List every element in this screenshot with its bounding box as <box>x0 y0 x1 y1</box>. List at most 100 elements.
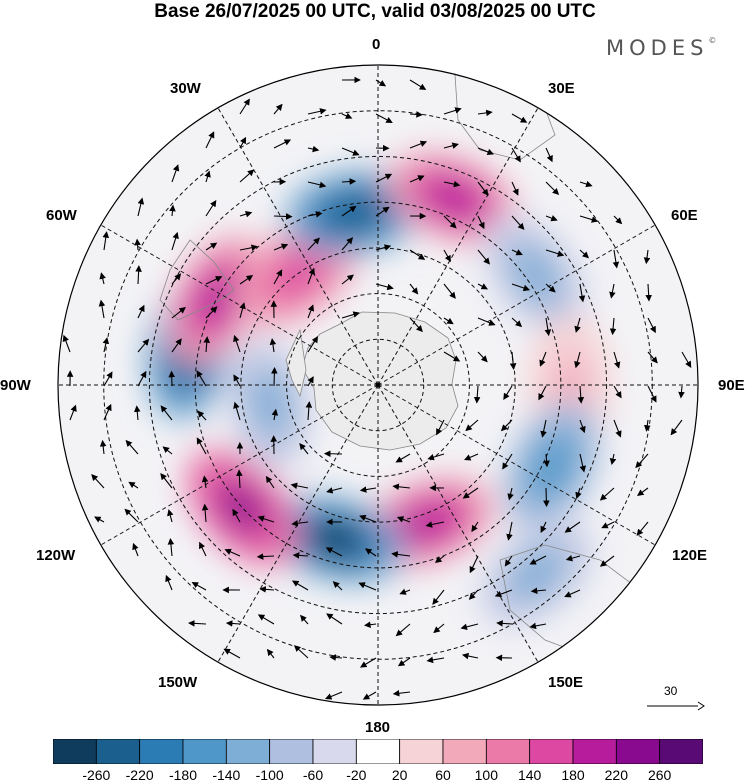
wind-arrow <box>359 657 377 668</box>
wind-arrow <box>409 175 425 183</box>
wind-arrow <box>397 657 411 667</box>
wind-arrow <box>647 385 657 403</box>
wind-arrow <box>205 242 218 251</box>
wind-arrow <box>544 317 552 337</box>
wind-arrow <box>613 215 623 225</box>
wind-scale-arrow <box>647 701 705 711</box>
wind-arrow <box>236 469 243 489</box>
wind-arrow <box>409 317 423 333</box>
wind-arrow <box>137 338 150 353</box>
wind-arrow <box>307 304 314 319</box>
label-lon-60w: 60W <box>46 207 77 224</box>
wind-arrow <box>613 419 622 438</box>
colorbar-tick-label: 180 <box>561 767 585 783</box>
wind-arrow <box>460 623 479 631</box>
wind-arrow <box>647 317 656 334</box>
label-lon-150w: 150W <box>158 674 198 691</box>
wind-arrow <box>171 338 182 353</box>
wind-arrow <box>473 385 481 404</box>
wind-arrow <box>160 472 173 489</box>
wind-arrow <box>197 410 207 421</box>
wind-arrow <box>307 267 315 285</box>
meridian-line <box>100 224 379 386</box>
anomaly-core-11 <box>512 551 561 597</box>
label-lon-30e: 30E <box>548 80 575 97</box>
lat-circle <box>148 155 608 615</box>
wind-arrow <box>225 620 241 627</box>
wind-arrow <box>670 419 683 436</box>
wind-arrow <box>273 269 283 285</box>
wind-arrow <box>502 453 513 470</box>
lat-lon-grid <box>58 65 698 705</box>
wind-arrow <box>477 215 485 230</box>
wind-arrow <box>128 481 139 489</box>
wind-arrow <box>409 140 428 149</box>
brand-logo: MODES© <box>606 36 716 60</box>
colorbar-tick-label: 60 <box>435 767 451 783</box>
wind-arrow <box>375 173 393 183</box>
wind-arrow <box>538 385 547 401</box>
wind-arrow <box>62 334 71 353</box>
colorbar-segment <box>139 739 184 764</box>
south-pole-marker <box>375 382 381 388</box>
anomaly-core-2 <box>272 252 323 296</box>
label-lon-30w: 30W <box>170 80 201 97</box>
colorbar-segment <box>485 739 531 764</box>
wind-arrow <box>609 283 616 299</box>
wind-arrow <box>137 304 145 319</box>
wind-arrow <box>171 306 186 319</box>
wind-arrow <box>468 589 479 600</box>
wind-arrow <box>239 211 253 218</box>
brand-mark: © <box>708 36 717 45</box>
colorbar-segment <box>53 739 97 764</box>
colorbar-segment <box>355 739 401 764</box>
anomaly-core-12 <box>252 376 288 432</box>
wind-arrow <box>647 351 658 364</box>
wind-arrow <box>137 370 147 387</box>
wind-arrow <box>465 419 479 432</box>
wind-arrow <box>503 385 513 400</box>
wind-arrow <box>577 385 585 404</box>
wind-arrow <box>273 103 283 115</box>
wind-arrow <box>239 302 246 319</box>
wind-arrow <box>94 516 105 523</box>
wind-arrow <box>167 509 174 523</box>
wind-arrow <box>196 437 207 455</box>
wind-arrow <box>375 244 392 251</box>
label-lon-90w: 90W <box>0 377 31 394</box>
colorbar <box>53 739 703 764</box>
wind-arrow <box>509 351 517 370</box>
anomaly-field <box>145 151 612 630</box>
colorbar-tick-label: -180 <box>168 767 198 783</box>
wind-arrow <box>341 147 360 156</box>
wind-arrow <box>574 317 581 333</box>
wind-arrow <box>291 520 309 527</box>
wind-arrow <box>358 582 377 591</box>
wind-arrow <box>134 238 141 251</box>
wind-arrow <box>259 586 275 593</box>
wind-arrow <box>162 446 173 455</box>
map-title: Base 26/07/2025 00 UTC, valid 03/08/2025… <box>154 1 596 22</box>
wind-arrow <box>329 654 343 661</box>
colorbar-tick-label: -20 <box>346 767 367 783</box>
wind-arrow <box>564 521 581 533</box>
wind-arrow <box>436 419 445 436</box>
wind-arrow <box>511 283 531 292</box>
label-lon-180: 180 <box>365 719 391 736</box>
wind-arrow <box>529 622 547 630</box>
wind-arrow <box>540 419 547 438</box>
anomaly-core-3 <box>325 195 382 231</box>
wind-arrow <box>409 283 419 295</box>
label-lon-120w: 120W <box>36 547 76 564</box>
wind-arrow <box>305 401 313 421</box>
wind-arrow <box>575 487 582 499</box>
wind-arrow <box>644 419 651 432</box>
wind-arrow <box>462 487 479 499</box>
wind-arrow <box>543 487 550 508</box>
colorbar-tick-label: 220 <box>604 767 628 783</box>
wind-arrow <box>239 244 259 251</box>
wind-arrow <box>191 582 207 591</box>
wind-arrow <box>103 403 112 421</box>
wind-arrow <box>326 613 343 625</box>
wind-arrow <box>299 442 309 455</box>
